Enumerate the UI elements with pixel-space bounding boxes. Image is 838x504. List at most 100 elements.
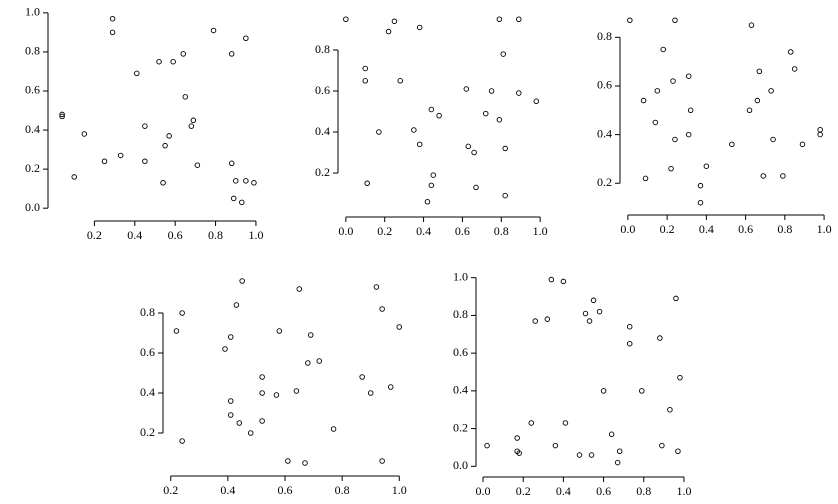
point [239,199,245,206]
y-tick-label: 1.0 [453,269,468,283]
point [259,390,265,396]
point [667,406,673,413]
point [251,180,257,186]
point [81,131,88,137]
point [385,28,392,35]
point [243,35,249,42]
point [359,374,365,380]
point [652,119,659,126]
point [156,58,162,65]
point [160,180,166,186]
point [582,310,589,317]
point [697,199,704,206]
x-tick-label: 0.0 [620,222,635,236]
x-tick-label: 0.2 [516,484,531,498]
point [233,302,240,308]
point [500,51,506,57]
y-tick-label: 0.2 [597,175,612,189]
point [188,123,195,129]
y-tick-label: 0.2 [453,420,468,434]
point [376,129,382,135]
point [243,178,249,184]
x-tick-label: 0.2 [87,228,102,242]
point [362,65,369,72]
x-tick-label: 0.4 [127,228,142,242]
point [596,308,603,315]
point [117,152,124,159]
point [170,58,176,65]
point [548,276,555,283]
point [142,123,148,129]
point [228,51,235,57]
point [180,51,187,57]
point [552,442,559,449]
y-tick-label: 0.4 [315,124,330,138]
point [285,458,291,464]
point [697,182,704,189]
point [654,88,661,94]
point [273,392,280,398]
x-tick-label: 0.6 [596,484,611,498]
x-tick-label: 1.0 [817,222,832,236]
y-tick-label: 0.8 [453,307,468,321]
point [428,182,435,189]
x-tick-label: 1.0 [248,228,263,242]
y-tick-label: 0.0 [453,458,468,472]
point [754,97,761,104]
point [396,324,403,330]
point [614,459,621,466]
point [227,334,234,340]
x-tick-label: 0.4 [556,484,571,498]
point [791,66,798,72]
y-tick-label: 0.8 [25,44,40,58]
y-tick-label: 0.6 [453,345,468,359]
point [367,390,374,396]
point [787,49,794,55]
point [640,97,647,104]
point [473,184,479,191]
point [483,110,489,117]
point [799,141,806,148]
point [576,452,583,458]
point [416,24,423,31]
point [227,398,234,404]
point [471,149,477,156]
x-tick-label: 0.8 [494,224,509,238]
x-tick-label: 0.4 [416,224,431,238]
y-tick-label: 0.8 [315,42,330,56]
point [746,107,753,114]
point [397,78,403,84]
point [230,195,237,202]
point [660,46,666,53]
y-tick-label: 0.6 [25,83,40,97]
point [162,142,168,149]
point [411,127,417,133]
point [228,160,235,167]
point [430,172,437,178]
point [59,111,65,118]
point [768,88,774,94]
point [465,143,472,150]
point [532,318,539,324]
y-tick-label: 0.4 [140,385,155,399]
point [343,16,349,23]
y-tick-label: 0.6 [140,345,155,359]
point [516,90,522,96]
point [588,452,595,458]
x-tick-label: 0.8 [335,483,350,497]
point [166,133,172,139]
point [639,388,645,394]
point [673,295,679,302]
point [387,384,394,390]
point [416,141,423,148]
point [179,438,185,444]
y-tick-label: 0.4 [25,122,40,136]
point [516,16,522,23]
point [227,412,234,418]
point [600,388,607,394]
point [675,448,681,454]
point [627,17,633,24]
point [703,163,710,169]
point [424,198,431,205]
